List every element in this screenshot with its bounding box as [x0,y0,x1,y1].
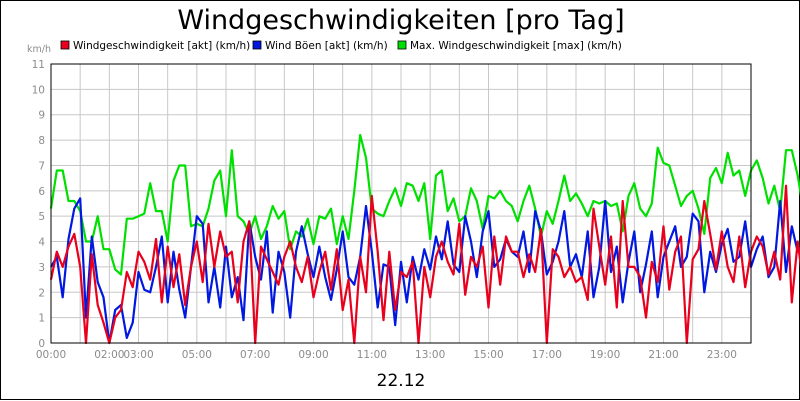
y-tick-label: 8 [38,135,45,147]
y-axis-unit-label: km/h [27,44,51,55]
y-tick-label: 2 [38,287,45,299]
y-tick-label: 11 [32,59,45,71]
legend-label: Max. Windgeschwindigkeit [max] (km/h) [410,40,622,52]
x-tick-label: 15:00 [473,349,503,361]
x-tick-label: 05:00 [182,349,212,361]
x-tick-label: 07:00 [240,349,270,361]
x-tick-label: 00:00 [36,349,66,361]
y-tick-label: 9 [38,110,45,122]
legend-label: Wind Böen [akt] (km/h) [265,40,388,52]
x-tick-label: 02:00 [94,349,124,361]
y-tick-label: 6 [38,186,45,198]
y-tick-label: 0 [38,338,45,350]
legend-swatch [397,40,407,50]
y-tick-label: 7 [38,160,45,172]
y-tick-label: 3 [38,262,45,274]
legend-swatch [252,40,262,50]
x-tick-label: 13:00 [415,349,445,361]
legend: Windgeschwindigkeit [akt] (km/h) Wind Böe… [60,40,622,52]
y-tick-label: 5 [38,211,45,223]
x-tick-label: 17:00 [532,349,562,361]
y-tick-label: 10 [32,84,45,96]
x-tick-label: 21:00 [648,349,678,361]
y-tick-label: 4 [38,237,45,249]
chart-title: Windgeschwindigkeiten [pro Tag] [177,5,624,36]
y-tick-label: 1 [38,313,45,325]
plot-area-border [50,63,752,344]
x-tick-label: 11:00 [357,349,387,361]
legend-item-wind-speed: Windgeschwindigkeit [akt] (km/h) [60,40,250,52]
x-tick-label: 03:00 [123,349,153,361]
legend-item-max-wind-speed: Max. Windgeschwindigkeit [max] (km/h) [397,40,622,52]
series-line-max-wind-speed [49,133,800,276]
series-line-gusts [50,197,800,345]
legend-label: Windgeschwindigkeit [akt] (km/h) [73,40,250,52]
x-tick-label: 19:00 [590,349,620,361]
series-line-wind-speed [49,184,800,345]
legend-item-gusts: Wind Böen [akt] (km/h) [252,40,388,52]
x-tick-label: 09:00 [298,349,328,361]
legend-swatch [60,40,70,50]
x-axis-date-label: 22.12 [377,371,426,391]
x-tick-label: 23:00 [707,349,737,361]
y-axis-ticks: 0 1 2 3 4 5 6 7 8 9 10 11 [32,59,46,350]
series-lines [49,133,800,345]
